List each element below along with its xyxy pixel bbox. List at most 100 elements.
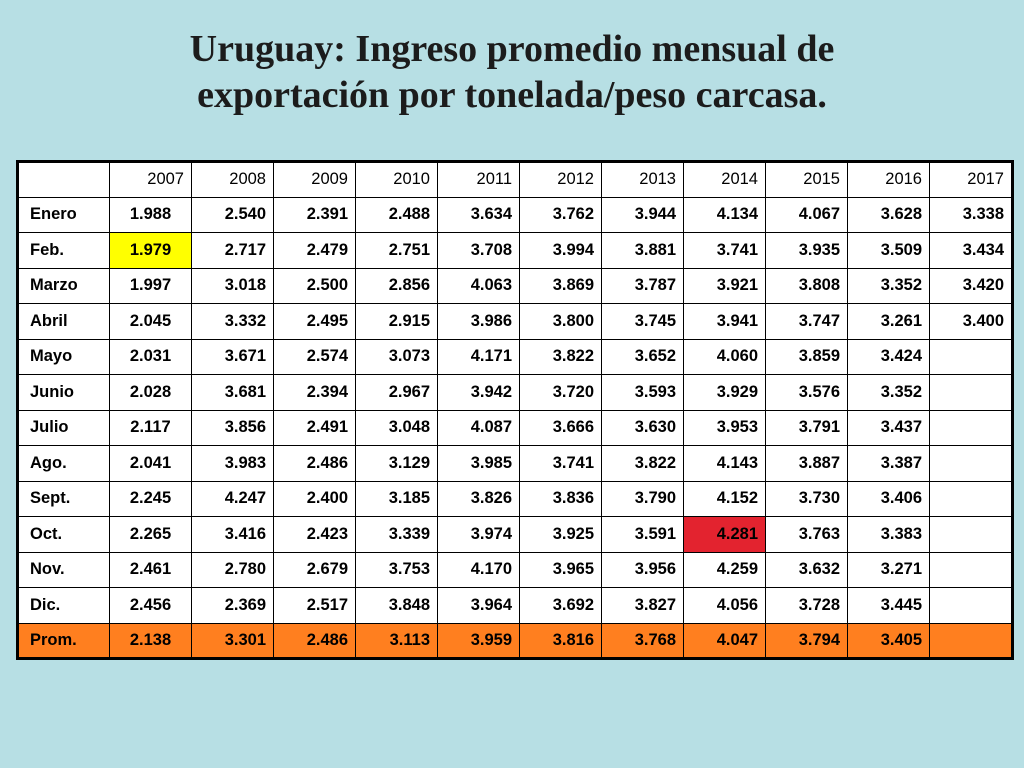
- value-cell: [929, 587, 1013, 624]
- value-cell: 2.265: [109, 516, 192, 553]
- value-cell: [929, 374, 1013, 411]
- average-cell: 2.138: [109, 622, 192, 659]
- value-cell: 2.394: [273, 374, 356, 411]
- table-row: Ago. 2.041 3.983 2.486 3.129 3.985 3.741 3.822 4…: [17, 445, 1013, 482]
- value-cell: 3.424: [847, 338, 930, 375]
- value-cell: 3.048: [355, 409, 438, 446]
- average-cell: 3.816: [519, 622, 602, 659]
- month-label: Dic.: [17, 587, 110, 624]
- value-cell: 2.041: [109, 445, 192, 482]
- value-cell: 3.073: [355, 338, 438, 375]
- value-cell: 2.045: [109, 303, 192, 340]
- value-cell: 3.400: [929, 303, 1013, 340]
- year-header-2010: 2010: [355, 161, 438, 198]
- year-header-2011: 2011: [437, 161, 520, 198]
- value-cell: 3.741: [683, 232, 766, 269]
- value-cell: 3.745: [601, 303, 684, 340]
- average-cell: 3.794: [765, 622, 848, 659]
- value-cell: 3.887: [765, 445, 848, 482]
- value-cell: 3.634: [437, 196, 520, 233]
- value-cell: 3.730: [765, 480, 848, 517]
- value-cell: 1.997: [109, 267, 192, 304]
- value-cell: 3.692: [519, 587, 602, 624]
- value-cell: 3.509: [847, 232, 930, 269]
- month-label: Sept.: [17, 480, 110, 517]
- value-cell: 4.170: [437, 551, 520, 588]
- year-header-2007: 2007: [109, 161, 192, 198]
- table-row: Junio 2.028 3.681 2.394 2.967 3.942 3.720 3.593…: [17, 374, 1013, 411]
- value-cell: 3.261: [847, 303, 930, 340]
- value-cell: 3.753: [355, 551, 438, 588]
- value-cell: 3.921: [683, 267, 766, 304]
- value-cell: 3.956: [601, 551, 684, 588]
- value-cell: 3.652: [601, 338, 684, 375]
- value-cell: 3.339: [355, 516, 438, 553]
- year-header-2015: 2015: [765, 161, 848, 198]
- value-cell: 3.416: [191, 516, 274, 553]
- year-header-2017: 2017: [929, 161, 1013, 198]
- value-cell: 4.152: [683, 480, 766, 517]
- value-cell: 2.245: [109, 480, 192, 517]
- value-cell: 3.387: [847, 445, 930, 482]
- table-row: Mayo 2.031 3.671 2.574 3.073 4.171 3.822 3.652 4…: [17, 338, 1013, 375]
- value-cell: 3.383: [847, 516, 930, 553]
- value-cell: 3.437: [847, 409, 930, 446]
- value-cell: 3.925: [519, 516, 602, 553]
- value-cell: 3.964: [437, 587, 520, 624]
- value-cell: 2.423: [273, 516, 356, 553]
- value-cell: 3.787: [601, 267, 684, 304]
- value-cell: 3.593: [601, 374, 684, 411]
- value-cell: 3.822: [519, 338, 602, 375]
- value-cell: 3.941: [683, 303, 766, 340]
- value-cell: 2.517: [273, 587, 356, 624]
- value-cell: 3.935: [765, 232, 848, 269]
- average-cell: 3.405: [847, 622, 930, 659]
- value-cell: 3.965: [519, 551, 602, 588]
- value-cell: 3.953: [683, 409, 766, 446]
- value-cell: 3.628: [847, 196, 930, 233]
- value-cell: 3.352: [847, 267, 930, 304]
- value-cell: 3.944: [601, 196, 684, 233]
- value-cell: 3.859: [765, 338, 848, 375]
- month-label: Marzo: [17, 267, 110, 304]
- value-cell: 2.369: [191, 587, 274, 624]
- value-cell: 4.067: [765, 196, 848, 233]
- value-cell: 3.420: [929, 267, 1013, 304]
- value-cell: 2.391: [273, 196, 356, 233]
- value-cell: 3.762: [519, 196, 602, 233]
- value-cell: 2.456: [109, 587, 192, 624]
- month-label: Ago.: [17, 445, 110, 482]
- value-cell: [929, 551, 1013, 588]
- value-cell: 3.576: [765, 374, 848, 411]
- value-cell: 3.869: [519, 267, 602, 304]
- value-cell: 3.983: [191, 445, 274, 482]
- value-cell: [929, 409, 1013, 446]
- value-cell: 3.018: [191, 267, 274, 304]
- export-income-table: 2007 2008 2009 2010 2011 2012 2013 2014 2015 2016…: [16, 160, 1014, 660]
- value-cell: 4.056: [683, 587, 766, 624]
- corner-cell: [17, 161, 110, 198]
- month-label: Julio: [17, 409, 110, 446]
- average-cell: 3.959: [437, 622, 520, 659]
- average-label: Prom.: [17, 622, 110, 659]
- value-cell: 4.134: [683, 196, 766, 233]
- year-header-2008: 2008: [191, 161, 274, 198]
- table-row: Dic. 2.456 2.369 2.517 3.848 3.964 3.692 3.827 4…: [17, 587, 1013, 624]
- value-cell: 3.445: [847, 587, 930, 624]
- value-cell: 3.671: [191, 338, 274, 375]
- average-cell: [929, 622, 1013, 659]
- slide-title-line-2: exportación por tonelada/peso carcasa.: [197, 74, 827, 116]
- value-cell: 3.836: [519, 480, 602, 517]
- value-cell: [929, 445, 1013, 482]
- value-cell: 4.143: [683, 445, 766, 482]
- value-cell: 3.942: [437, 374, 520, 411]
- value-cell: 2.461: [109, 551, 192, 588]
- value-cell: 3.434: [929, 232, 1013, 269]
- value-cell: 3.406: [847, 480, 930, 517]
- month-label: Oct.: [17, 516, 110, 553]
- value-cell: 3.848: [355, 587, 438, 624]
- average-cell: 3.113: [355, 622, 438, 659]
- month-label: Feb.: [17, 232, 110, 269]
- value-cell: 3.741: [519, 445, 602, 482]
- value-cell: 4.171: [437, 338, 520, 375]
